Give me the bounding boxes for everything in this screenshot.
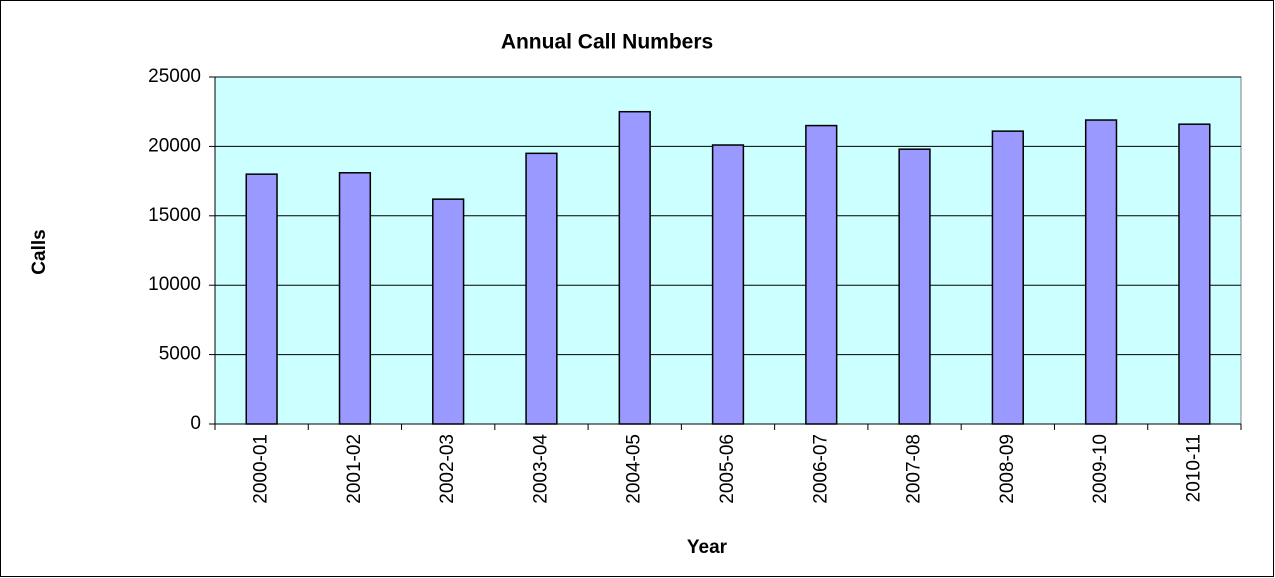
x-tick-label: 2008-09 [997, 434, 1018, 504]
x-tick-label: 2001-02 [344, 434, 365, 504]
y-tick-label: 20000 [148, 135, 201, 156]
chart-title: Annual Call Numbers [501, 31, 713, 54]
bar [618, 110, 651, 425]
x-tick-label: 2002-03 [437, 434, 458, 504]
y-tick-label: 10000 [148, 274, 201, 295]
bar [711, 144, 745, 425]
bar [525, 152, 558, 425]
x-tick-label: 2009-10 [1090, 434, 1111, 504]
x-tick-label: 2003-04 [530, 434, 551, 504]
bar [432, 198, 465, 425]
y-tick-label: 25000 [148, 66, 201, 87]
bar [898, 148, 931, 425]
y-tick-label: 0 [190, 413, 201, 434]
bar [805, 124, 838, 425]
y-tick-label: 5000 [159, 344, 201, 365]
bar [1084, 119, 1118, 425]
x-tick-label: 2006-07 [810, 434, 831, 504]
x-tick-label: 2005-06 [717, 434, 738, 504]
bar [1178, 123, 1211, 425]
bar [991, 130, 1024, 425]
x-tick-label: 2000-01 [251, 434, 272, 504]
x-tick-label: 2004-05 [624, 434, 645, 504]
x-axis-label: Year [687, 537, 728, 558]
bar [338, 172, 372, 425]
x-tick-label: 2007-08 [904, 434, 925, 504]
y-axis-label: Calls [29, 229, 50, 274]
x-tick-label: 2010-11 [1183, 434, 1204, 502]
bar [245, 173, 278, 425]
y-tick-label: 15000 [148, 205, 201, 226]
